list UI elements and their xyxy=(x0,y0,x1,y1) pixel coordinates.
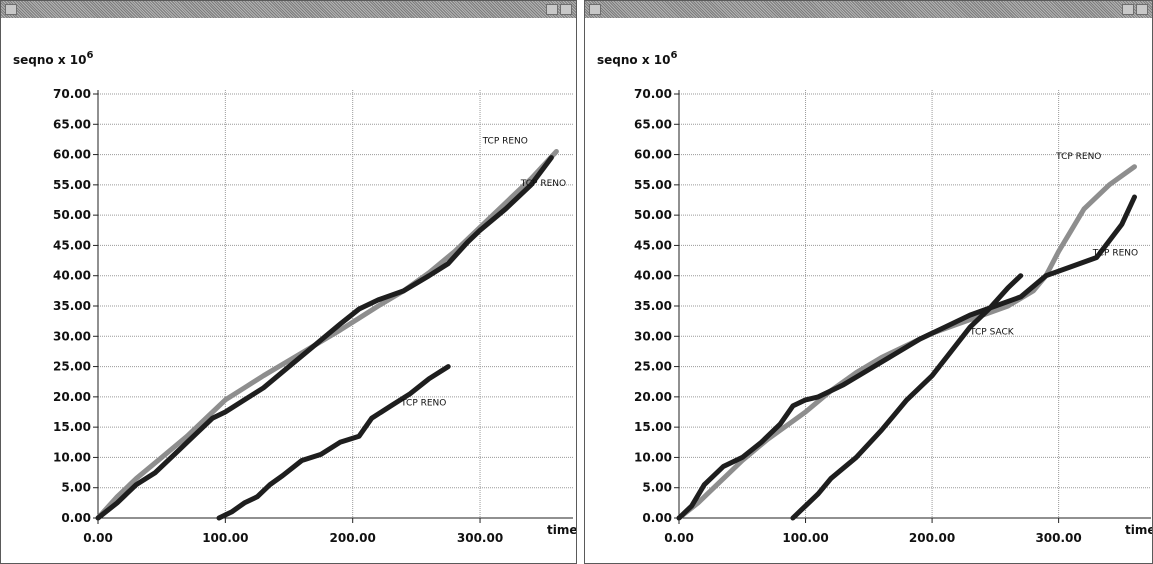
y-tick-label: 45.00 xyxy=(53,238,91,252)
series-line-1 xyxy=(95,155,554,521)
right-plot-window: 0.00 5.00 10.00 15.00 20.00 25.00 30.00 35.00 40… xyxy=(584,0,1153,564)
y-tick-label: 10.00 xyxy=(53,450,91,464)
y-tick-label: 35.00 xyxy=(634,299,672,313)
y-axis-label: seqno x 106 xyxy=(13,50,93,67)
x-tick-label: 0.00 xyxy=(83,531,113,545)
y-tick-label: 10.00 xyxy=(634,450,672,464)
series-annotation: TCP RENO xyxy=(1092,249,1138,259)
y-tick-label: 70.00 xyxy=(53,87,91,101)
series-annotation: TCP RENO xyxy=(400,398,446,408)
y-tick-label: 45.00 xyxy=(634,238,672,252)
y-tick-label: 50.00 xyxy=(53,208,91,222)
left-window-close-button[interactable] xyxy=(5,4,17,15)
right-window-titlebar[interactable] xyxy=(585,1,1152,18)
x-tick-label: 0.00 xyxy=(664,531,694,545)
y-tick-label: 20.00 xyxy=(53,390,91,404)
y-axis-label-exponent: 6 xyxy=(86,50,93,61)
y-tick-label: 5.00 xyxy=(642,481,672,495)
x-tick-label: 300.00 xyxy=(1035,531,1081,545)
y-tick-label: 55.00 xyxy=(634,178,672,192)
y-tick-label: 5.00 xyxy=(61,481,91,495)
y-tick-label: 0.00 xyxy=(61,511,91,525)
series-annotation: TCP RENO xyxy=(482,137,528,147)
series-annotation: TCP RENO xyxy=(1055,152,1101,162)
left-window-titlebar[interactable] xyxy=(1,1,576,18)
y-tick-label: 60.00 xyxy=(53,148,91,162)
y-tick-label: 55.00 xyxy=(53,178,91,192)
series-annotation: TCP SACK xyxy=(969,327,1015,337)
y-tick-label: 30.00 xyxy=(53,329,91,343)
y-tick-label: 50.00 xyxy=(634,208,672,222)
y-tick-label: 15.00 xyxy=(53,420,91,434)
y-axis-label: seqno x 106 xyxy=(597,50,677,67)
x-tick-label: 100.00 xyxy=(782,531,828,545)
y-axis-label-exponent: 6 xyxy=(670,50,677,61)
right-seqno-chart: 0.00 5.00 10.00 15.00 20.00 25.00 30.00 35.00 40… xyxy=(597,50,1152,545)
x-tick-label: 300.00 xyxy=(457,531,503,545)
left-window-minimize-button[interactable] xyxy=(560,4,572,15)
x-axis-label: time xyxy=(1125,523,1152,537)
right-window-minimize-button[interactable] xyxy=(1136,4,1148,15)
left-window-menu-button[interactable] xyxy=(546,4,558,15)
series-annotation: TCP RENO xyxy=(520,179,566,189)
x-tick-label: 100.00 xyxy=(202,531,248,545)
y-tick-label: 65.00 xyxy=(634,117,672,131)
series-line-2 xyxy=(790,273,1024,521)
y-tick-label: 70.00 xyxy=(634,87,672,101)
x-axis-label: time xyxy=(547,523,576,537)
series-line-2 xyxy=(216,364,451,521)
y-tick-label: 20.00 xyxy=(634,390,672,404)
grid-lines xyxy=(98,90,573,518)
y-tick-label: 35.00 xyxy=(53,299,91,313)
x-tick-label: 200.00 xyxy=(909,531,955,545)
right-window-close-button[interactable] xyxy=(589,4,601,15)
y-tick-label: 40.00 xyxy=(634,269,672,283)
right-window-menu-button[interactable] xyxy=(1122,4,1134,15)
y-tick-label: 60.00 xyxy=(634,148,672,162)
series-line-1 xyxy=(676,194,1137,521)
y-tick-label: 15.00 xyxy=(634,420,672,434)
left-plot-window: 0.00 5.00 10.00 15.00 20.00 25.00 30.00 35.00 40… xyxy=(0,0,577,564)
y-tick-label: 40.00 xyxy=(53,269,91,283)
y-tick-label: 25.00 xyxy=(634,360,672,374)
y-tick-label: 65.00 xyxy=(53,117,91,131)
y-tick-label: 30.00 xyxy=(634,329,672,343)
y-tick-label: 25.00 xyxy=(53,360,91,374)
grid-lines xyxy=(679,90,1151,518)
x-tick-label: 200.00 xyxy=(330,531,376,545)
left-seqno-chart: 0.00 5.00 10.00 15.00 20.00 25.00 30.00 35.00 40… xyxy=(13,50,576,545)
series-line-0 xyxy=(676,164,1137,521)
y-tick-label: 0.00 xyxy=(642,511,672,525)
